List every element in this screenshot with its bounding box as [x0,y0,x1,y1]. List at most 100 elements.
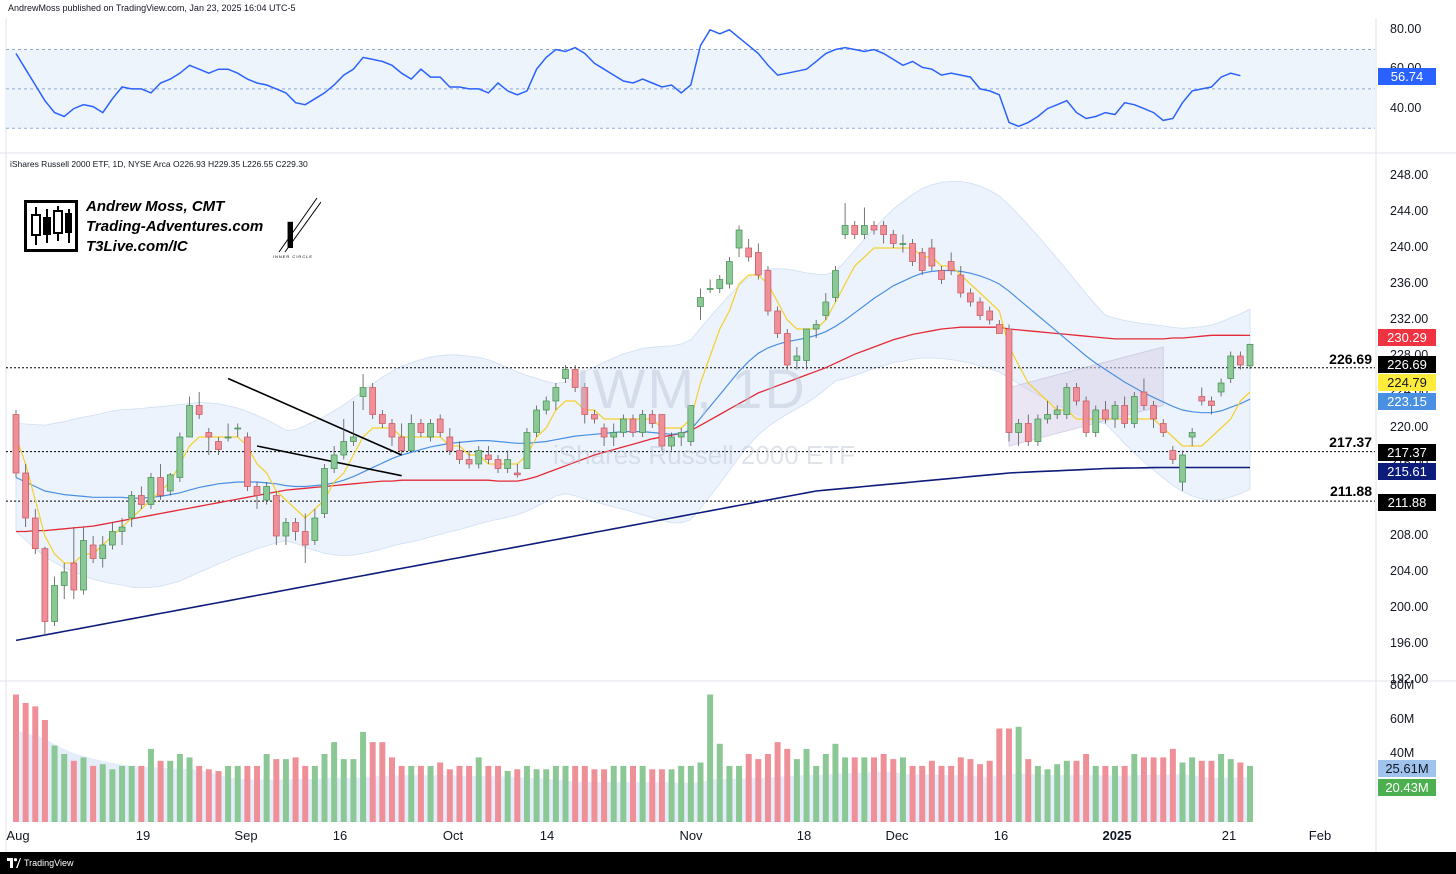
volume-bar [157,760,164,822]
level-label-2: 217.37 [1329,434,1372,450]
price-tag: 211.88 [1378,493,1436,511]
volume-bar [495,765,502,822]
candle-body [504,459,512,469]
volume-bar [890,759,897,822]
candle-body [899,243,907,245]
volume-bar [475,757,482,822]
price-tag: 223.15 [1378,392,1436,410]
candle-body [1159,423,1167,433]
volume-bar [967,759,974,822]
candle-body [311,517,319,541]
time-axis-label: 14 [539,828,555,843]
volume-bar [793,759,800,822]
candle-body [1034,418,1042,442]
volume-bar [1131,754,1138,822]
volume-bar [466,765,473,822]
price-tick-label: 236.00 [1390,276,1429,290]
volume-bar [215,771,222,822]
volume-bar [119,765,126,822]
volume-bar [1121,765,1128,822]
volume-bar [1054,764,1061,822]
candle-body [350,436,357,442]
volume-bar [1025,759,1032,822]
candle-body [1188,432,1196,438]
volume-bar [668,769,675,822]
candle-body [51,585,58,622]
candle-body [918,252,926,271]
volume-bar [176,754,183,822]
candle-body [851,225,859,235]
candle-body [793,355,801,361]
candle-body [465,459,473,465]
volume-bar [379,742,386,822]
candle-body [822,301,830,316]
volume-bar [350,759,357,822]
price-tick-label: 240.00 [1390,240,1429,254]
time-axis-label: 16 [332,828,348,843]
volume-avg-tag: 25.61M [1378,759,1436,777]
candle-body [128,495,136,519]
candle-body [22,472,29,519]
volume-bar [880,754,887,822]
candle-body [118,526,126,532]
volume-bar [70,760,77,822]
candle-body [870,225,878,231]
candle-body [272,495,280,537]
volume-bar [1169,748,1176,822]
volume-bar [80,757,87,822]
price-chart-canvas[interactable] [0,0,1456,852]
price-tick-label: 200.00 [1390,600,1429,614]
volume-bar [504,771,511,822]
candle-body [1111,405,1119,420]
rsi-value-tag: 56.74 [1378,67,1436,85]
candle-body [176,436,184,478]
candle-body [754,252,762,276]
volume-bar [1005,728,1012,822]
volume-bar [61,754,68,822]
volume-bar [610,765,617,822]
candle-body [475,450,483,465]
volume-bar [244,765,251,822]
volume-bar [552,765,559,822]
volume-bar [311,765,318,822]
candle-body [687,405,695,442]
volume-bar [292,757,299,822]
price-tick-label: 204.00 [1390,564,1429,578]
candle-body [513,472,521,476]
candle-body [716,279,724,289]
volume-bar [1189,757,1196,822]
volume-bar [909,765,916,822]
time-axis-label: Feb [1308,828,1332,843]
candle-body [417,423,425,433]
volume-tick-label: 80M [1390,678,1415,692]
candle-body [629,418,637,433]
candle-body [571,369,579,388]
candle-body [697,297,704,307]
inner-circle-logo-icon: I INNER CIRCLE [265,196,322,260]
volume-bar [514,769,521,822]
candle-body [398,436,405,451]
candle-body [639,414,646,433]
volume-bar [649,769,656,822]
volume-bar [871,757,878,822]
volume-bar [1237,762,1244,822]
volume-bar [1044,769,1051,822]
rsi-line [15,28,1241,128]
footer-brand: TradingView [24,858,74,868]
volume-bar [331,742,338,822]
volume-bar [986,760,993,822]
volume-bar [1092,765,1099,822]
volume-tick-label: 40M [1390,746,1415,760]
volume-bar [1198,760,1205,822]
candle-body [542,400,550,411]
candle-body [1015,423,1022,433]
candle-body [1053,409,1061,415]
price-tick-label: 192.00 [1390,672,1429,686]
volume-bar [254,765,261,822]
candle-body [456,450,463,460]
volume-bar [687,765,694,822]
candle-body [812,324,820,330]
candle-body [967,292,974,303]
trend-line-wedge-lower [256,445,402,477]
candle-body [359,387,367,397]
